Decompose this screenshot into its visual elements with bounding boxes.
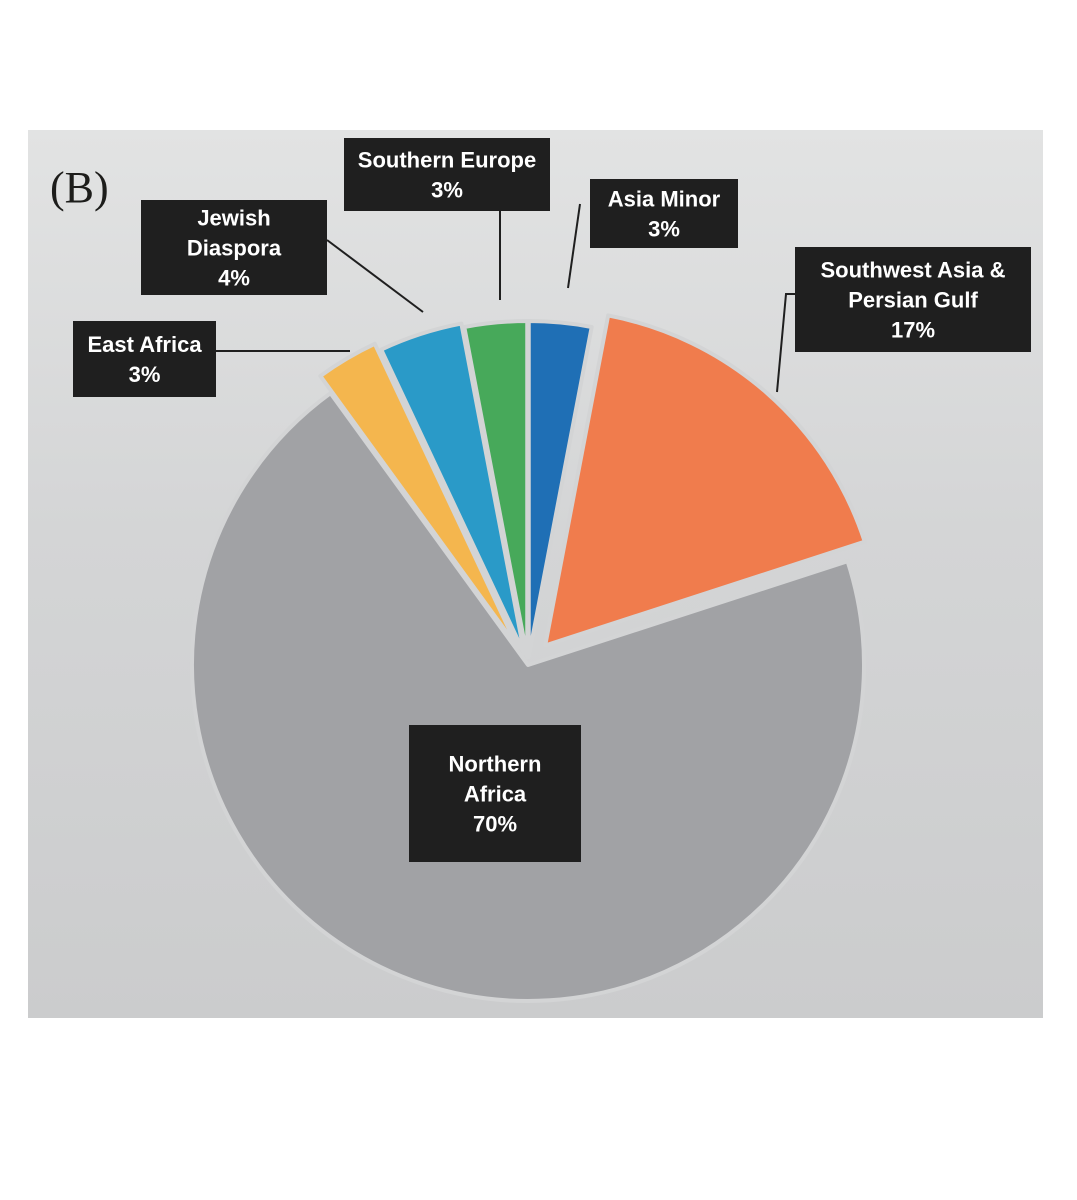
label-line: 4% (218, 266, 250, 291)
slice-label-east-africa: East Africa 3% (73, 321, 216, 397)
label-line: 17% (891, 318, 935, 343)
slice-label-southern-europe: Southern Europe 3% (344, 138, 550, 211)
label-box (141, 200, 327, 295)
label-line: Southern Europe (358, 148, 536, 173)
pie-slice-jewish-diaspora (379, 321, 527, 656)
pie-slice-east-africa (318, 341, 520, 650)
leader-line-asia-minor (567, 203, 581, 289)
pie-chart: (B) Asia Minor 3% Southwest Asia & Persian … (50, 138, 1031, 1003)
label-line: Southwest Asia & (821, 258, 1006, 283)
label-line: Asia Minor (608, 187, 721, 212)
label-line: Africa (464, 782, 527, 807)
leader-line-jewish-diaspora (326, 239, 424, 313)
label-line: Northern (449, 752, 542, 777)
label-box (344, 138, 550, 211)
slice-label-asia-minor: Asia Minor 3% (590, 179, 738, 248)
label-box (409, 725, 581, 862)
label-line: 70% (473, 812, 517, 837)
label-line: Persian Gulf (848, 288, 978, 313)
label-box (73, 321, 216, 397)
label-line: 3% (648, 217, 680, 242)
pie-slice-southwest-asia-persian-gulf (543, 313, 867, 648)
label-box (590, 179, 738, 248)
label-line: 3% (129, 362, 161, 387)
label-line: East Africa (87, 332, 202, 357)
label-box (795, 247, 1031, 352)
slice-label-northern-africa: Northern Africa 70% (409, 725, 581, 862)
label-line: 3% (431, 178, 463, 203)
chart-panel: (B) Asia Minor 3% Southwest Asia & Persian … (28, 130, 1043, 1018)
slice-label-jewish-diaspora: Jewish Diaspora 4% (141, 200, 327, 295)
label-line: Diaspora (187, 236, 282, 261)
slice-label-southwest-asia-persian-gulf: Southwest Asia & Persian Gulf 17% (795, 247, 1031, 352)
leader-line-southwest-asia-persian-gulf (776, 293, 795, 393)
pie-slice-southern-europe (462, 319, 530, 660)
pie-slice-northern-africa (190, 391, 866, 1003)
panel-label: (B) (50, 163, 109, 212)
label-line: Jewish (197, 206, 270, 231)
